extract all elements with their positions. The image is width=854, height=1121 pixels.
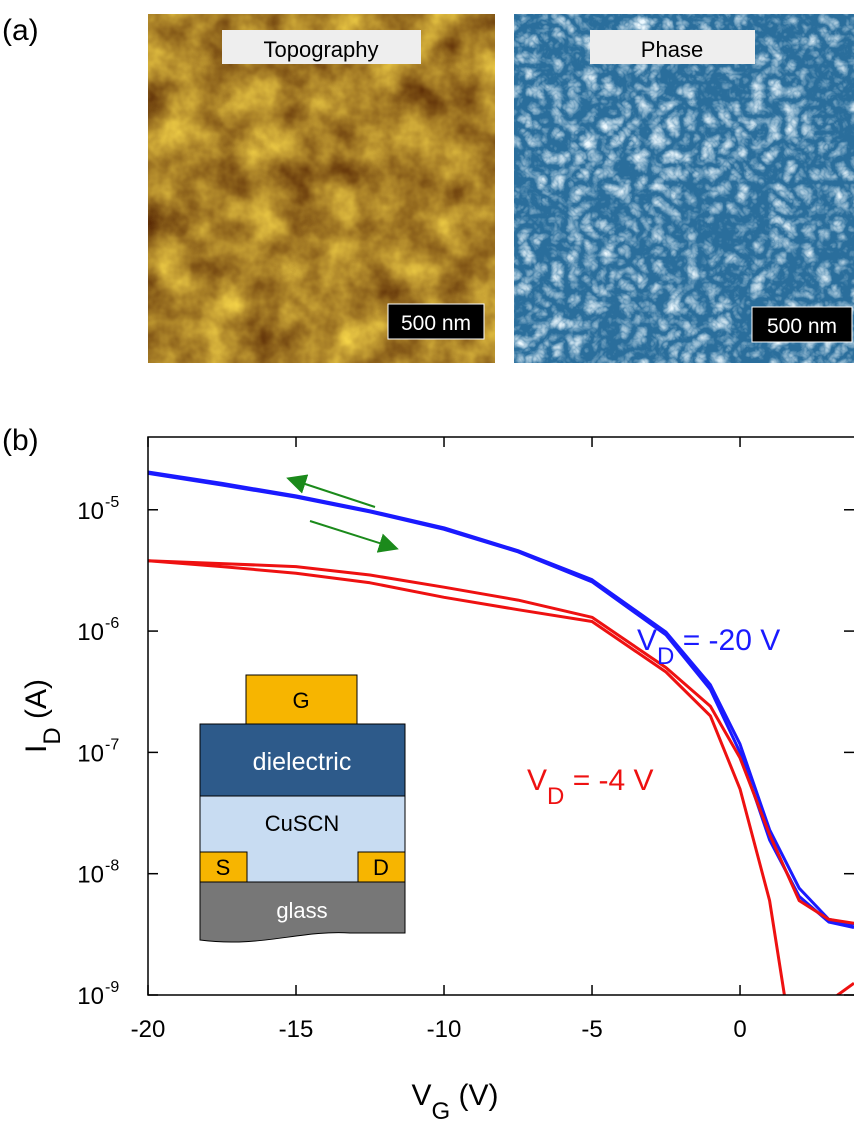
y-axis-label-sub: D	[39, 727, 66, 744]
x-axis-label-sub: G	[432, 1098, 451, 1121]
x-axis-label-rest: (V)	[450, 1079, 498, 1112]
tick-base: 10	[77, 619, 104, 646]
tick-base: 10	[77, 983, 104, 1010]
device-inset: G dielectric CuSCN S D glass	[200, 675, 405, 942]
inset-label: S	[216, 855, 231, 880]
inset-label: CuSCN	[265, 811, 340, 836]
tick-base: 10	[77, 498, 104, 525]
image-title: Topography	[264, 37, 379, 62]
inset-label: glass	[276, 898, 327, 923]
inset-label: D	[373, 855, 389, 880]
y-tick-exponent: -9	[105, 979, 119, 996]
y-tick-label: 10	[77, 862, 104, 889]
figure: (a) Topography 500 nm Phase 500 nm (b) -…	[0, 0, 854, 1121]
x-axis-label-main: V	[411, 1079, 431, 1112]
y-tick-label: 10	[77, 740, 104, 767]
y-axis-label: ID (A)	[20, 679, 66, 753]
y-tick-exponent: -6	[105, 615, 119, 632]
tick-base: 10	[77, 740, 104, 767]
panel-label: (b)	[2, 424, 39, 457]
curve-label-rest: = -20 V	[674, 624, 780, 657]
curve-label: VD = -4 V	[527, 764, 654, 810]
curve-label-sub: D	[547, 783, 564, 810]
y-axis-label-rest: (A)	[20, 679, 53, 727]
scale-bar: 500 nm	[767, 315, 837, 338]
y-tick-label: 10	[77, 619, 104, 646]
curve-label-rest: = -4 V	[564, 764, 653, 797]
y-tick-exponent: -7	[105, 736, 119, 753]
curve-label-main: V	[637, 624, 657, 657]
y-axis-label-main: I	[20, 745, 53, 753]
y-tick-exponent: -8	[105, 858, 119, 875]
panel-label: (a)	[2, 14, 39, 47]
x-tick-label: -20	[131, 1016, 166, 1043]
tick-base: 10	[77, 862, 104, 889]
scale-bar: 500 nm	[401, 312, 471, 335]
x-tick-label: -5	[581, 1016, 602, 1043]
y-tick-label: 10	[77, 498, 104, 525]
image-title: Phase	[641, 37, 703, 62]
x-tick-label: -10	[427, 1016, 462, 1043]
curve-label-sub: D	[657, 643, 674, 670]
x-tick-label: 0	[733, 1016, 746, 1043]
y-tick-exponent: -5	[105, 494, 119, 511]
curve-label-main: V	[527, 764, 547, 797]
y-tick-label: 10	[77, 983, 104, 1010]
x-axis-label: VG (V)	[411, 1079, 498, 1121]
x-tick-label: -15	[279, 1016, 314, 1043]
inset-label: G	[292, 688, 309, 713]
sweep-arrow	[310, 521, 395, 548]
inset-label: dielectric	[253, 748, 352, 776]
